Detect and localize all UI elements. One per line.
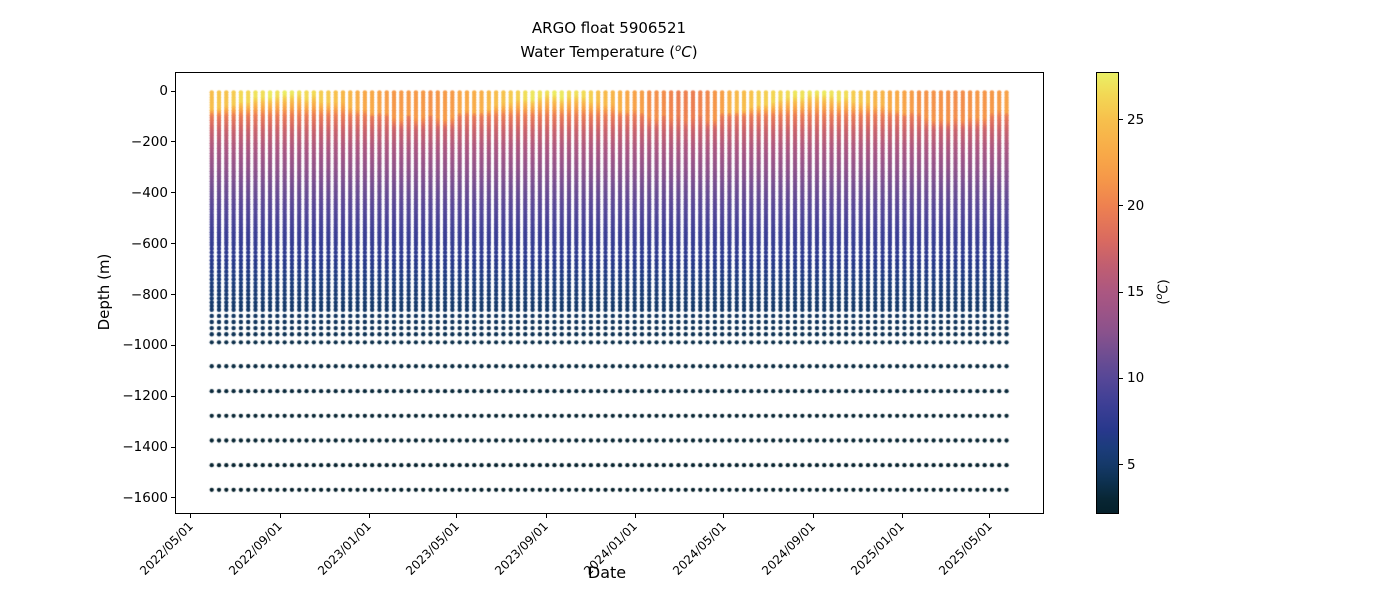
y-tick-mark <box>171 497 175 499</box>
plot-area <box>175 72 1044 514</box>
y-tick-label: 0 <box>159 83 168 100</box>
chart-subtitle-prefix: Water Temperature ( <box>520 43 676 61</box>
colorbar-tick-mark <box>1119 377 1123 379</box>
x-tick-label: 2023/01/01 <box>315 519 375 578</box>
chart-subtitle-sup: o <box>675 43 682 54</box>
colorbar-label-sup: o <box>1154 293 1166 300</box>
x-tick-mark <box>723 514 725 518</box>
colorbar-tick-label: 25 <box>1127 111 1145 128</box>
y-tick-label: −600 <box>130 235 168 252</box>
x-tick-label: 2022/05/01 <box>136 519 196 578</box>
x-tick-mark <box>279 514 281 518</box>
colorbar-tick-mark <box>1119 119 1123 121</box>
y-tick-mark <box>171 294 175 296</box>
y-tick-label: −1600 <box>122 489 168 506</box>
y-axis-label: Depth (m) <box>95 253 113 331</box>
x-tick-mark <box>989 514 991 518</box>
colorbar-label-close: ) <box>1156 279 1172 285</box>
x-tick-label: 2023/05/01 <box>402 519 462 578</box>
colorbar-tick-label: 10 <box>1127 370 1145 387</box>
y-tick-label: −1000 <box>122 337 168 354</box>
y-tick-mark <box>171 192 175 194</box>
colorbar-tick-mark <box>1119 205 1123 207</box>
colorbar <box>1096 72 1119 514</box>
colorbar-tick-mark <box>1119 291 1123 293</box>
x-tick-mark <box>545 514 547 518</box>
colorbar-label-unit: C <box>1156 284 1172 294</box>
colorbar-tick-label: 20 <box>1127 197 1145 214</box>
x-tick-mark <box>368 514 370 518</box>
y-tick-mark <box>171 446 175 448</box>
x-tick-label: 2024/05/01 <box>669 519 729 578</box>
y-tick-label: −400 <box>130 184 168 201</box>
x-tick-mark <box>901 514 903 518</box>
chart-subtitle: Water Temperature (oC) <box>520 43 697 61</box>
x-tick-mark <box>456 514 458 518</box>
y-tick-mark <box>171 243 175 245</box>
x-tick-label: 2025/01/01 <box>848 519 908 578</box>
chart-subtitle-unit: C <box>681 43 692 61</box>
chart-title: ARGO float 5906521 <box>531 19 687 37</box>
x-tick-label: 2025/05/01 <box>935 519 995 578</box>
y-tick-label: −1200 <box>122 388 168 405</box>
x-tick-label: 2023/09/01 <box>492 519 552 578</box>
colorbar-tick-label: 15 <box>1127 284 1145 301</box>
x-tick-label: 2022/09/01 <box>226 519 286 578</box>
colorbar-label: (oC) <box>1154 279 1171 304</box>
colorbar-tick-mark <box>1119 464 1123 466</box>
x-axis-label: Date <box>587 563 627 582</box>
y-tick-label: −1400 <box>122 439 168 456</box>
chart-subtitle-close: ) <box>691 43 698 61</box>
y-tick-label: −200 <box>130 133 168 150</box>
x-tick-mark <box>190 514 192 518</box>
y-tick-mark <box>171 141 175 143</box>
colorbar-gradient <box>1097 73 1118 513</box>
colorbar-tick-label: 5 <box>1127 456 1136 473</box>
y-tick-mark <box>171 395 175 397</box>
x-tick-mark <box>634 514 636 518</box>
x-tick-label: 2024/09/01 <box>759 519 819 578</box>
y-tick-mark <box>171 90 175 92</box>
scatter-canvas <box>176 73 1043 513</box>
y-tick-mark <box>171 344 175 346</box>
x-tick-mark <box>812 514 814 518</box>
x-tick-label: 2024/01/01 <box>581 519 641 578</box>
colorbar-label-prefix: ( <box>1156 299 1172 305</box>
y-tick-label: −800 <box>130 286 168 303</box>
